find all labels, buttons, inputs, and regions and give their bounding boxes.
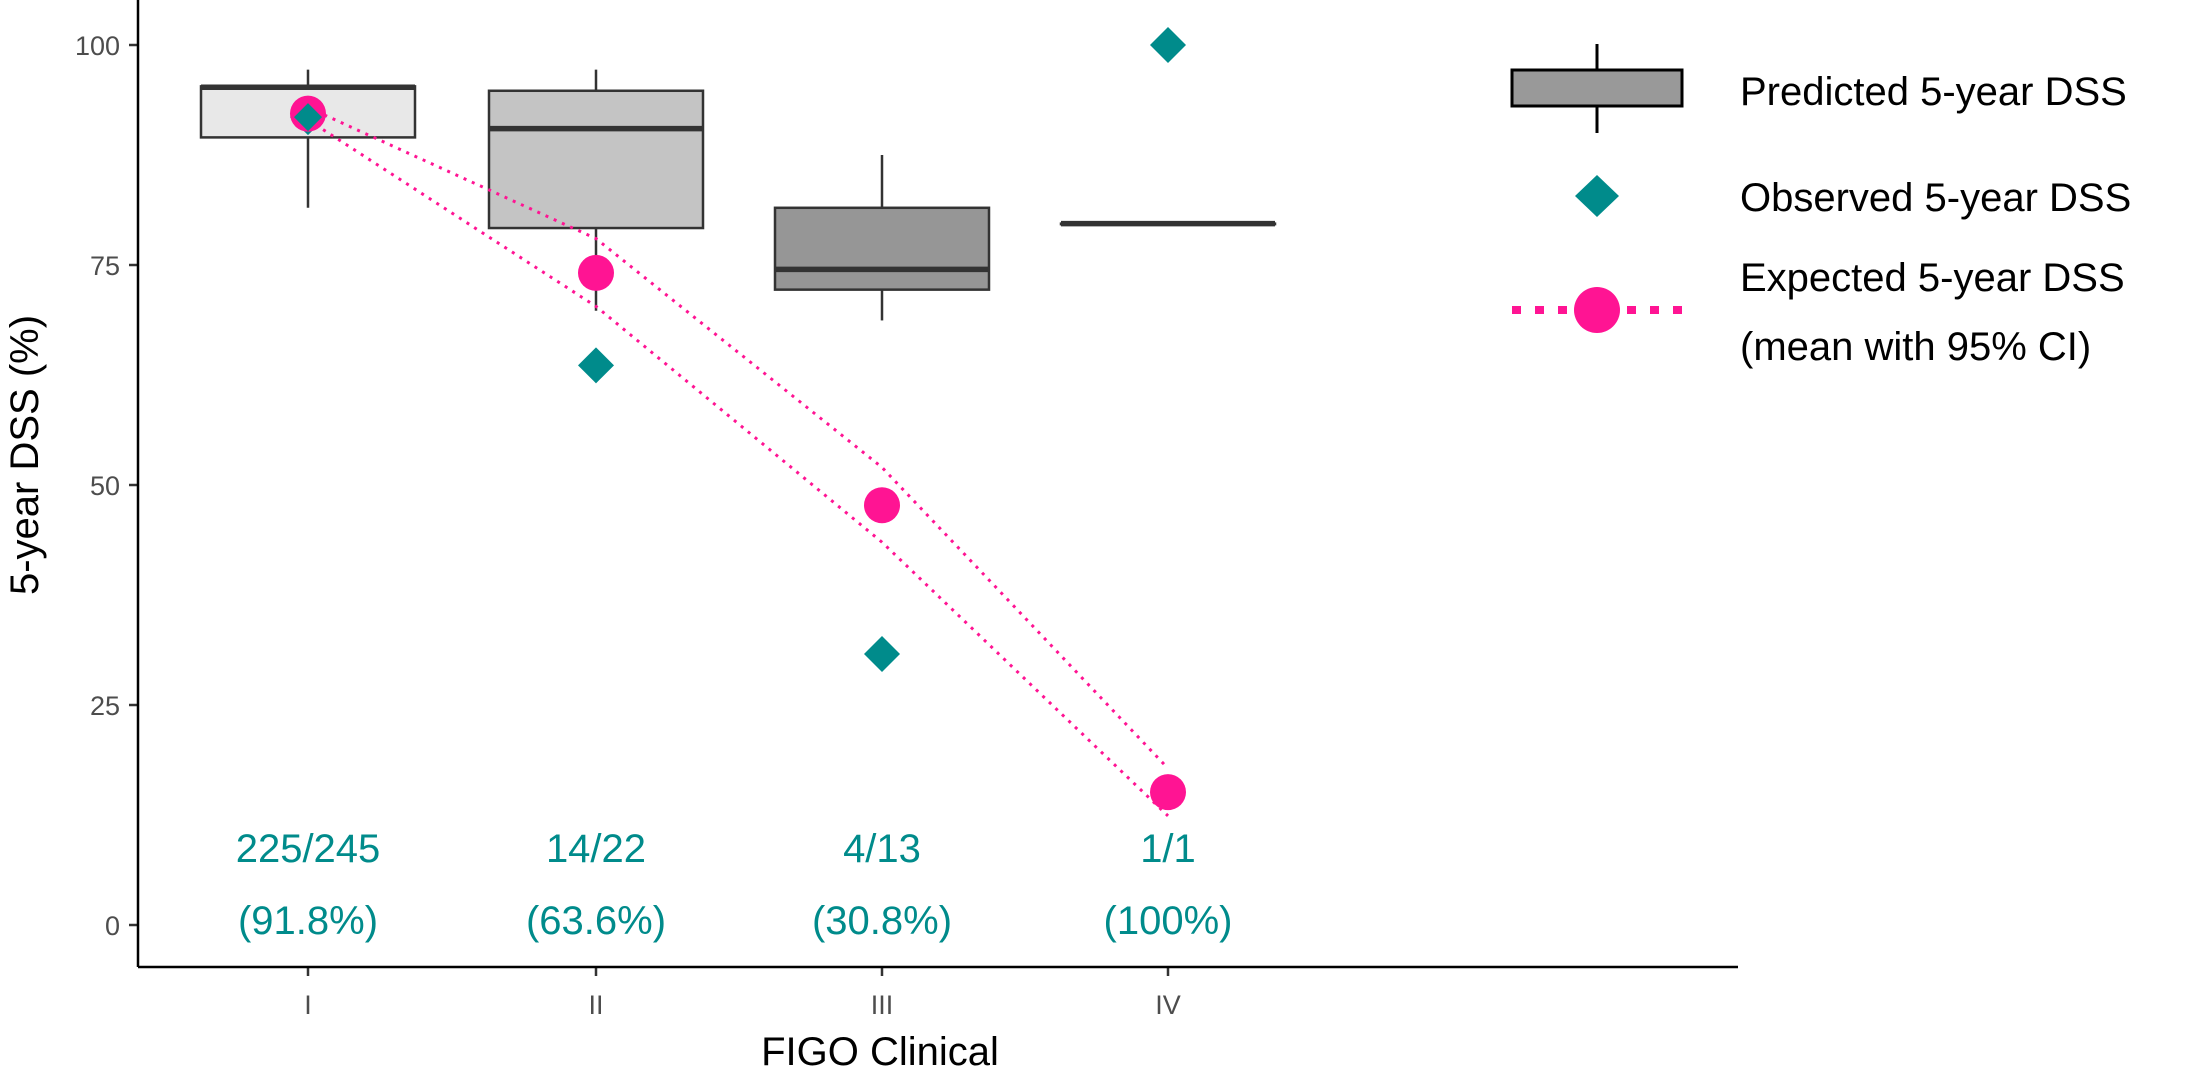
- y-tick-label-4: 100: [75, 31, 120, 61]
- y-axis-ticks: 0 25 50 75 100: [75, 31, 138, 941]
- annotation-count-IV: 1/1: [1140, 827, 1196, 871]
- count-annotations: 225/245 (91.8%) 14/22 (63.6%) 4/13 (30.8%) 1/1…: [236, 827, 1233, 943]
- y-tick-label-3: 75: [90, 251, 120, 281]
- legend: Predicted 5-year DSS Observed 5-year DSS…: [1510, 44, 2131, 369]
- annotation-pct-I: (91.8%): [238, 899, 378, 943]
- x-tick-label-3: IV: [1155, 990, 1181, 1020]
- observed-point-overlay-I: [294, 103, 322, 132]
- legend-key-expected: [1512, 287, 1682, 333]
- legend-key-predicted: [1510, 44, 1684, 133]
- legend-label-predicted: Predicted 5-year DSS: [1740, 70, 2127, 114]
- annotation-count-II: 14/22: [546, 827, 646, 871]
- x-tick-label-2: III: [871, 990, 894, 1020]
- x-axis-ticks: I II III IV: [304, 967, 1181, 1020]
- predicted-box-II: [487, 69, 705, 311]
- expected-ci-lower-line: [307, 118, 1170, 817]
- expected-point-III: [864, 487, 900, 524]
- expected-ci-upper-line: [307, 106, 1170, 770]
- x-tick-label-1: II: [588, 990, 603, 1020]
- y-tick-label-2: 50: [90, 471, 120, 501]
- predicted-box-I: [199, 69, 417, 208]
- observed-points: [290, 27, 1186, 672]
- y-axis-title: 5-year DSS (%): [3, 315, 47, 595]
- observed-point-III: [864, 635, 900, 672]
- legend-label-expected-ci: (mean with 95% CI): [1740, 325, 2091, 369]
- x-axis-title: FIGO Clinical: [761, 1030, 999, 1073]
- expected-points: [290, 95, 1186, 811]
- expected-ci-lines: [307, 106, 1170, 817]
- box-II: [487, 89, 705, 230]
- expected-point-IV: [1150, 774, 1186, 811]
- annotation-count-I: 225/245: [236, 827, 381, 871]
- legend-label-expected: Expected 5-year DSS: [1740, 256, 2125, 300]
- predicted-box-III: [773, 155, 991, 321]
- legend-label-observed: Observed 5-year DSS: [1740, 176, 2131, 220]
- y-tick-label-1: 25: [90, 691, 120, 721]
- annotation-pct-II: (63.6%): [526, 899, 666, 943]
- expected-point-II: [578, 254, 614, 291]
- x-tick-label-0: I: [304, 990, 312, 1020]
- observed-point-II: [578, 347, 614, 384]
- annotation-pct-IV: (100%): [1104, 899, 1233, 943]
- predicted-boxplots: [199, 69, 1277, 321]
- predicted-box-IV: [1059, 220, 1277, 227]
- legend-key-observed: [1575, 175, 1619, 217]
- box-III: [773, 206, 991, 291]
- annotation-count-III: 4/13: [843, 827, 921, 871]
- annotation-pct-III: (30.8%): [812, 899, 952, 943]
- observed-point-IV: [1150, 27, 1186, 63]
- y-tick-label-0: 0: [105, 911, 120, 941]
